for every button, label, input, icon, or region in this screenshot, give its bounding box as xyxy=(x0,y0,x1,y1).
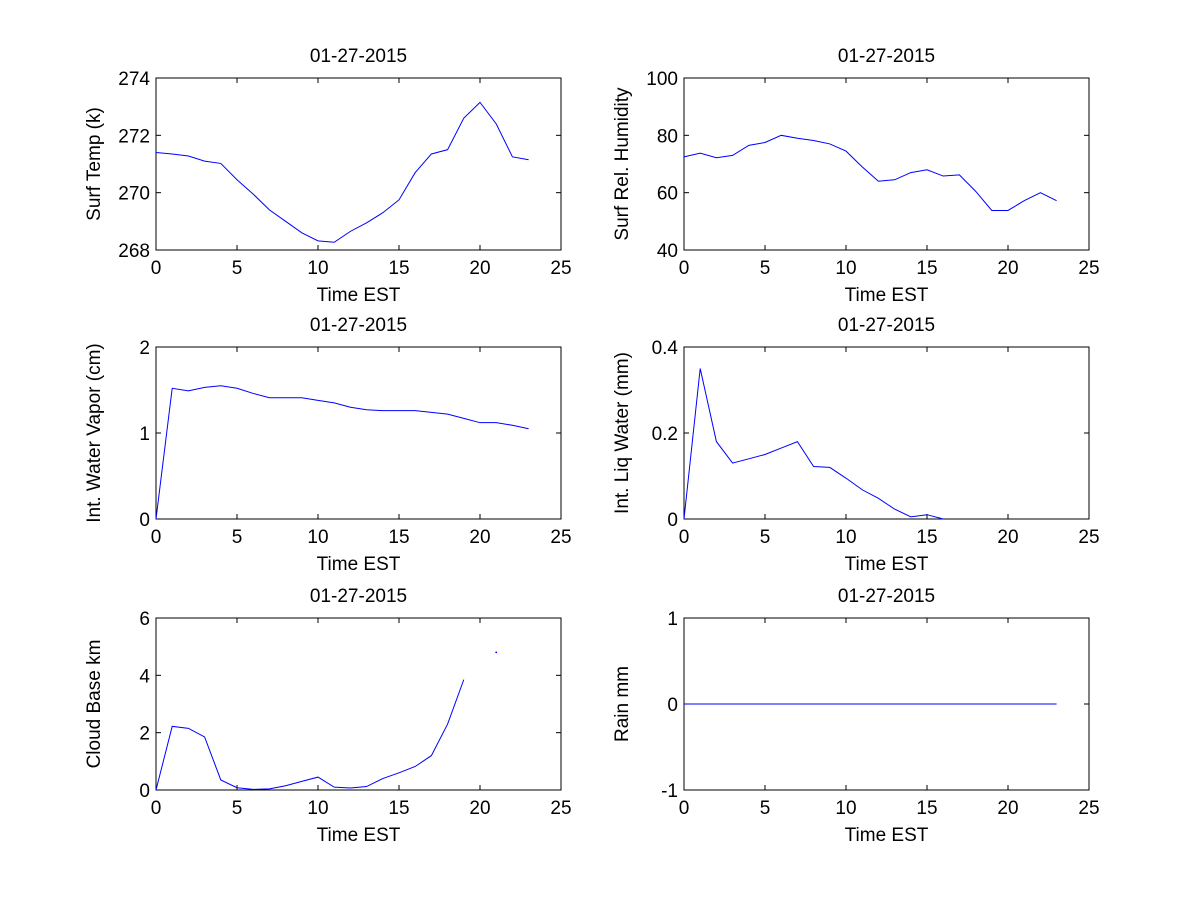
y-tick-label: 0 xyxy=(667,695,678,716)
plot-area-frame xyxy=(155,617,562,791)
x-tick-label: 15 xyxy=(388,798,409,819)
x-tick-label: 20 xyxy=(997,527,1018,548)
x-axis-label: Time EST xyxy=(845,554,929,575)
x-tick-label: 0 xyxy=(151,798,162,819)
chart-title: 01-27-2015 xyxy=(310,315,407,336)
chart-panel-3: 01-27-2015 Time EST Int. Water Vapor (cm) 0… xyxy=(84,315,572,575)
x-tick-label: 20 xyxy=(997,798,1018,819)
x-tick-label: 15 xyxy=(388,527,409,548)
chart-panel-4: 01-27-2015 Time EST Int. Liq Water (mm) 0 5 1… xyxy=(612,315,1100,575)
x-tick-label: 10 xyxy=(835,798,856,819)
x-tick-label: 25 xyxy=(1078,527,1099,548)
x-tick-label: 10 xyxy=(835,258,856,279)
y-tick-label: 6 xyxy=(139,609,150,630)
y-axis-label: Surf Rel. Humidity xyxy=(612,87,633,241)
y-tick-label: 270 xyxy=(118,184,150,205)
series-line xyxy=(683,368,944,520)
chart-title: 01-27-2015 xyxy=(310,586,407,607)
chart-panel-1: 01-27-2015 Time EST Surf Temp (k) 0 5 10 15 20 2… xyxy=(84,46,572,306)
x-tick-label: 5 xyxy=(760,527,771,548)
chart-title: 01-27-2015 xyxy=(838,586,935,607)
x-tick-label: 5 xyxy=(232,798,243,819)
x-tick-label: 5 xyxy=(760,258,771,279)
x-tick-label: 0 xyxy=(151,527,162,548)
x-tick-label: 0 xyxy=(679,258,690,279)
series-line xyxy=(155,679,465,791)
y-tick-label: 274 xyxy=(118,69,150,90)
y-tick-label: 1 xyxy=(139,424,150,445)
x-tick-label: 0 xyxy=(151,258,162,279)
x-tick-label: 15 xyxy=(388,258,409,279)
y-tick-label: 40 xyxy=(657,241,678,262)
series-line xyxy=(683,134,1057,211)
x-tick-label: 20 xyxy=(469,258,490,279)
x-axis-label: Time EST xyxy=(317,825,401,846)
y-tick-label: 0.2 xyxy=(652,424,678,445)
x-tick-label: 15 xyxy=(916,258,937,279)
x-tick-label: 25 xyxy=(1078,798,1099,819)
x-tick-label: 15 xyxy=(916,527,937,548)
y-axis-label: Cloud Base km xyxy=(84,640,105,769)
y-tick-label: 0 xyxy=(667,510,678,531)
x-tick-label: 25 xyxy=(550,258,571,279)
x-tick-label: 10 xyxy=(307,798,328,819)
x-axis-label: Time EST xyxy=(317,554,401,575)
x-tick-label: 20 xyxy=(469,798,490,819)
y-axis-label: Rain mm xyxy=(612,666,633,742)
x-axis-label: Time EST xyxy=(845,825,929,846)
y-tick-label: 0 xyxy=(139,510,150,531)
chart-title: 01-27-2015 xyxy=(310,46,407,67)
x-tick-label: 5 xyxy=(232,258,243,279)
chart-panel-2: 01-27-2015 Time EST Surf Rel. Humidity 0 5 10… xyxy=(612,46,1100,306)
y-tick-label: 0.4 xyxy=(652,338,679,359)
plot-area-frame xyxy=(155,77,562,251)
x-tick-label: 25 xyxy=(550,798,571,819)
x-tick-label: 0 xyxy=(679,798,690,819)
x-tick-label: 25 xyxy=(550,527,571,548)
y-tick-label: 2 xyxy=(139,338,150,359)
y-tick-label: 2 xyxy=(139,724,150,745)
chart-title: 01-27-2015 xyxy=(838,46,935,67)
y-tick-label: 268 xyxy=(118,241,150,262)
x-tick-label: 5 xyxy=(232,527,243,548)
y-tick-label: -1 xyxy=(661,781,678,802)
x-tick-label: 10 xyxy=(835,527,856,548)
x-axis-label: Time EST xyxy=(845,285,929,306)
y-tick-label: 272 xyxy=(118,126,150,147)
x-tick-label: 20 xyxy=(997,258,1018,279)
chart-title: 01-27-2015 xyxy=(838,315,935,336)
x-axis-label: Time EST xyxy=(317,285,401,306)
series-line xyxy=(155,385,529,520)
y-tick-label: 4 xyxy=(139,666,150,687)
x-tick-label: 5 xyxy=(760,798,771,819)
plot-area-frame xyxy=(683,77,1090,251)
data-point xyxy=(495,651,498,654)
x-tick-label: 10 xyxy=(307,527,328,548)
y-axis-label: Int. Liq Water (mm) xyxy=(612,352,633,514)
x-tick-label: 15 xyxy=(916,798,937,819)
y-tick-label: 1 xyxy=(667,609,678,630)
y-axis-label: Surf Temp (k) xyxy=(84,107,105,221)
y-tick-label: 0 xyxy=(139,781,150,802)
y-tick-label: 60 xyxy=(657,184,678,205)
series-line xyxy=(155,101,529,243)
y-tick-label: 80 xyxy=(657,126,678,147)
y-tick-label: 100 xyxy=(646,69,678,90)
y-axis-label: Int. Water Vapor (cm) xyxy=(84,343,105,522)
x-tick-label: 10 xyxy=(307,258,328,279)
x-tick-label: 20 xyxy=(469,527,490,548)
x-tick-label: 25 xyxy=(1078,258,1099,279)
x-tick-label: 0 xyxy=(679,527,690,548)
